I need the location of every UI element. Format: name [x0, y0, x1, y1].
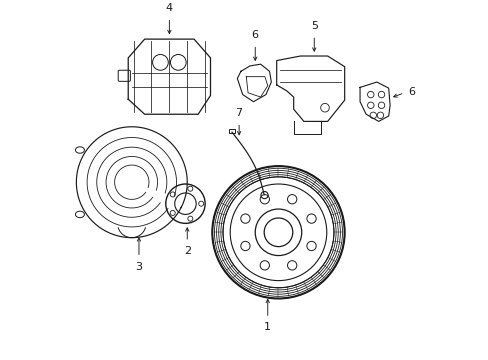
- Text: 1: 1: [264, 323, 271, 332]
- Text: 7: 7: [235, 108, 242, 118]
- Text: 2: 2: [183, 246, 190, 256]
- Text: 5: 5: [310, 21, 317, 31]
- Text: 3: 3: [135, 262, 142, 272]
- Text: 6: 6: [251, 30, 258, 40]
- Bar: [229, 129, 235, 133]
- Text: 4: 4: [165, 3, 173, 13]
- Text: 6: 6: [407, 87, 414, 97]
